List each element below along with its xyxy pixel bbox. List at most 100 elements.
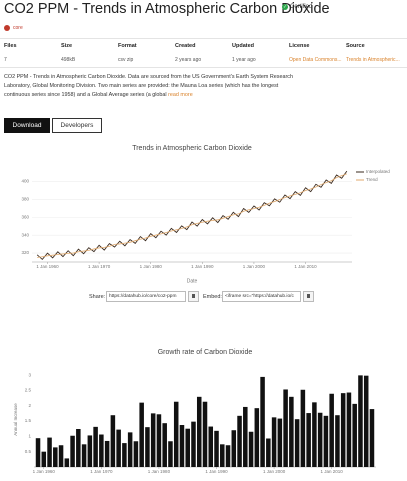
- x-tick-label: 1 Jan 2000: [243, 264, 266, 269]
- bar: [329, 393, 334, 467]
- bar: [271, 417, 277, 467]
- org-logo: [4, 25, 10, 31]
- bar: [35, 438, 41, 467]
- bar: [335, 415, 340, 467]
- x-tick-label: 1 Jan 1970: [90, 469, 113, 474]
- bar: [248, 431, 254, 467]
- bar: [352, 403, 357, 467]
- bar: [58, 445, 64, 467]
- y-tick-label: 1.5: [25, 418, 32, 423]
- table-cell: 1 year ago: [232, 57, 256, 63]
- table-header: Format: [118, 43, 137, 49]
- x-tick-label: 1 Jan 2010: [321, 469, 344, 474]
- bar: [139, 402, 144, 467]
- bar: [53, 447, 58, 467]
- bar: [191, 421, 196, 467]
- check-icon: ✓: [282, 4, 288, 10]
- bar: [312, 402, 317, 467]
- bar: [202, 401, 208, 467]
- bar: [122, 443, 127, 467]
- read-more-link[interactable]: read more: [168, 92, 193, 98]
- y-tick-label: 2: [28, 403, 31, 408]
- table-header: Files: [4, 43, 17, 49]
- x-tick-label: 1 Jan 2000: [263, 469, 286, 474]
- y-axis-label: Annual Increase: [13, 403, 18, 436]
- table-header: Updated: [232, 43, 254, 49]
- embed-label: Embed:: [203, 294, 222, 300]
- table-header: Source: [346, 43, 365, 49]
- x-tick-label: 1 Jan 1990: [205, 469, 228, 474]
- y-tick-label: 340: [21, 232, 29, 237]
- source-link[interactable]: Trends in Atmospheric...: [346, 57, 400, 63]
- bar: [81, 444, 87, 467]
- description: CO2 PPM - Trends in Atmospheric Carbon D…: [4, 73, 304, 100]
- bar: [363, 375, 369, 467]
- badge-text: Certified: [290, 4, 313, 10]
- bar: [133, 441, 139, 467]
- bar: [150, 413, 156, 467]
- table-cell: 7: [4, 57, 7, 63]
- bar: [156, 414, 162, 467]
- line-series: [37, 173, 347, 258]
- bar: [173, 401, 179, 467]
- bar: [110, 415, 116, 467]
- bar: [294, 419, 300, 467]
- bar: [254, 408, 260, 467]
- y-tick-label: 380: [21, 197, 29, 202]
- x-tick-label: 1 Jan 1960: [36, 264, 59, 269]
- copy-button[interactable]: [188, 291, 199, 302]
- divider: [0, 38, 407, 39]
- copy-button[interactable]: [303, 291, 314, 302]
- table-cell: csv zip: [118, 57, 134, 63]
- y-tick-label: 400: [21, 179, 29, 184]
- bar: [277, 418, 283, 467]
- bar: [283, 389, 288, 467]
- y-tick-label: 320: [21, 250, 29, 255]
- bar: [168, 441, 173, 467]
- embed-input[interactable]: <iframe src="https://datahub.io/c: [222, 291, 301, 302]
- bar: [300, 389, 306, 467]
- bar: [369, 409, 375, 467]
- bar: [208, 426, 214, 467]
- bar: [220, 444, 225, 467]
- license-link[interactable]: Open Data Commons...: [289, 57, 342, 63]
- chart-title: Trends in Atmospheric Carbon Dioxide: [132, 145, 252, 152]
- bar: [289, 396, 294, 467]
- bar: [70, 435, 75, 467]
- y-tick-label: 360: [21, 214, 29, 219]
- bar: [64, 458, 70, 467]
- share-input[interactable]: https://datahub.io/core/co2-ppm: [106, 291, 186, 302]
- download-button[interactable]: Download: [4, 118, 50, 133]
- bar: [196, 396, 202, 467]
- description-text: CO2 PPM - Trends in Atmospheric Carbon D…: [4, 74, 293, 98]
- x-tick-label: 1 Jan 1980: [140, 264, 163, 269]
- org-link[interactable]: core: [4, 25, 23, 31]
- y-tick-label: 1: [28, 434, 31, 439]
- share-label: Share:: [89, 294, 106, 300]
- bar: [179, 425, 185, 467]
- x-tick-label: 1 Jan 2010: [294, 264, 317, 269]
- bar: [358, 375, 363, 467]
- developers-button[interactable]: Developers: [52, 118, 102, 133]
- bar: [317, 412, 323, 467]
- bar: [145, 427, 150, 467]
- bar: [214, 430, 219, 467]
- x-tick-label: 1 Jan 1970: [88, 264, 111, 269]
- table-cell: 498kB: [61, 57, 76, 63]
- certified-badge: ✓ Certified: [282, 4, 312, 10]
- bar: [127, 432, 133, 467]
- bar: [306, 413, 311, 467]
- bar: [93, 426, 98, 467]
- x-axis-label: Date: [187, 278, 198, 284]
- bar: [266, 438, 271, 467]
- bar: [225, 445, 231, 467]
- x-tick-label: 1 Jan 1960: [33, 469, 56, 474]
- line-series: [36, 170, 348, 261]
- bar: [41, 451, 47, 467]
- legend-label: Trend: [366, 177, 378, 182]
- page-title: CO2 PPM - Trends in Atmospheric Carbon D…: [4, 1, 330, 17]
- bar: [346, 392, 352, 467]
- legend-label: Interpolated: [366, 169, 390, 174]
